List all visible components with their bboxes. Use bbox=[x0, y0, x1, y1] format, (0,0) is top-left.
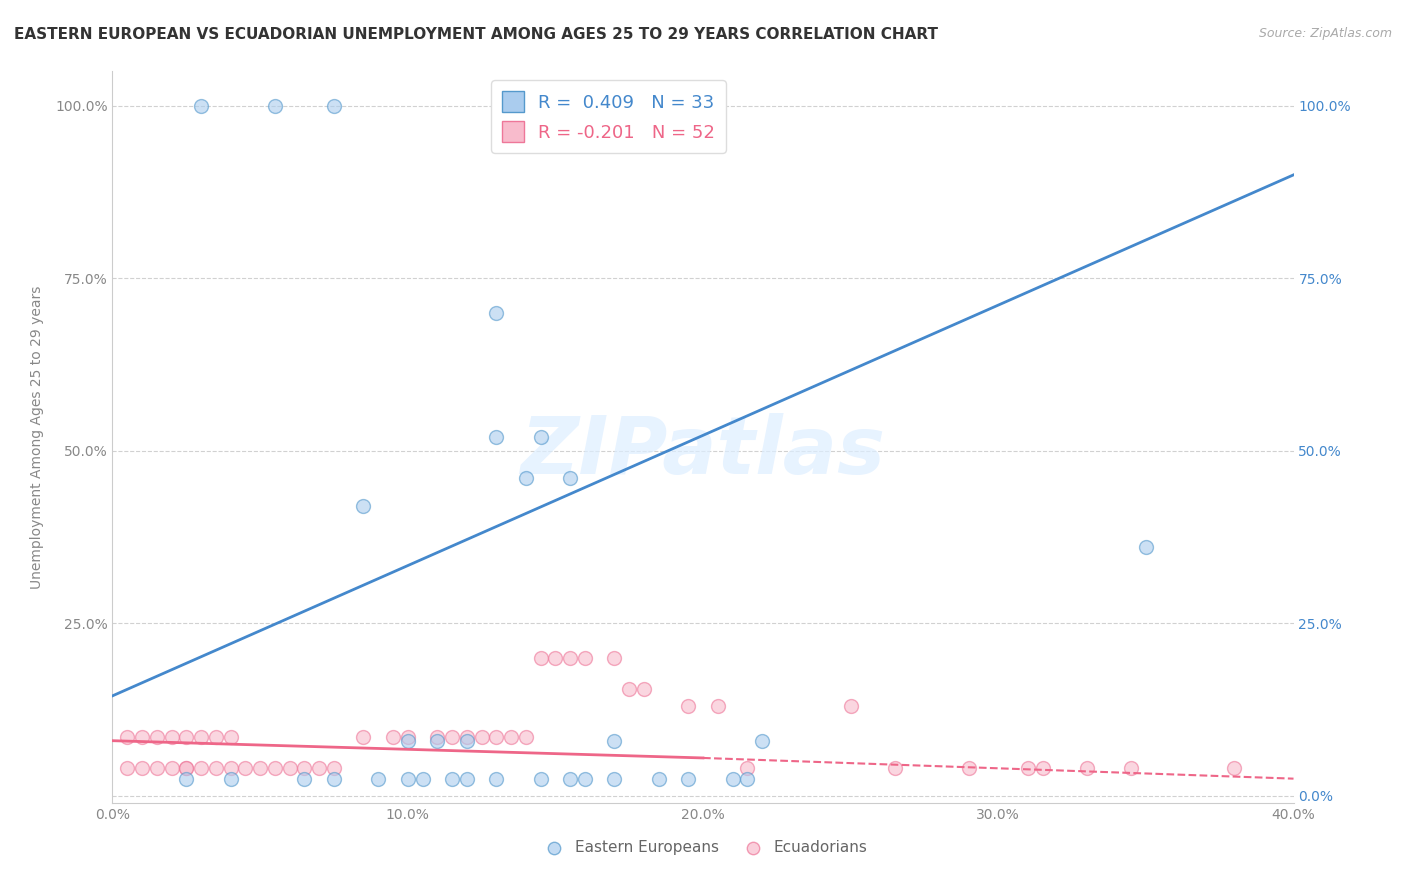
Point bbox=[396, 772, 419, 786]
Point bbox=[190, 761, 212, 775]
Point bbox=[544, 651, 567, 665]
Point bbox=[574, 651, 596, 665]
Point bbox=[117, 761, 138, 775]
Point bbox=[117, 731, 138, 745]
Point bbox=[1119, 761, 1142, 775]
Point bbox=[292, 761, 315, 775]
Point bbox=[131, 731, 153, 745]
Point bbox=[146, 731, 169, 745]
Point bbox=[470, 731, 494, 745]
Text: ZIPatlas: ZIPatlas bbox=[520, 413, 886, 491]
Point bbox=[219, 772, 242, 786]
Point bbox=[411, 772, 433, 786]
Point bbox=[323, 99, 346, 113]
Point bbox=[160, 731, 183, 745]
Point bbox=[678, 772, 700, 786]
Point bbox=[839, 699, 862, 714]
Point bbox=[190, 99, 212, 113]
Point bbox=[264, 761, 287, 775]
Point bbox=[382, 731, 405, 745]
Point bbox=[647, 772, 671, 786]
Point bbox=[558, 651, 582, 665]
Point bbox=[1223, 761, 1246, 775]
Point bbox=[426, 733, 449, 747]
Point bbox=[737, 772, 759, 786]
Point bbox=[574, 772, 596, 786]
Point bbox=[515, 731, 537, 745]
Point bbox=[160, 761, 183, 775]
Point bbox=[633, 681, 655, 696]
Point bbox=[308, 761, 330, 775]
Point bbox=[529, 430, 551, 444]
Point bbox=[367, 772, 389, 786]
Point bbox=[249, 761, 271, 775]
Point bbox=[501, 731, 523, 745]
Point bbox=[751, 733, 773, 747]
Point bbox=[485, 430, 508, 444]
Point bbox=[205, 731, 228, 745]
Point bbox=[737, 761, 759, 775]
Point bbox=[1032, 761, 1054, 775]
Point bbox=[456, 733, 478, 747]
Point bbox=[323, 772, 346, 786]
Point bbox=[721, 772, 744, 786]
Point bbox=[174, 761, 197, 775]
Point bbox=[1076, 761, 1098, 775]
Legend: Eastern Europeans, Ecuadorians: Eastern Europeans, Ecuadorians bbox=[531, 834, 875, 861]
Point bbox=[441, 731, 464, 745]
Point bbox=[174, 761, 197, 775]
Y-axis label: Unemployment Among Ages 25 to 29 years: Unemployment Among Ages 25 to 29 years bbox=[30, 285, 44, 589]
Point bbox=[485, 731, 508, 745]
Point bbox=[1135, 541, 1157, 555]
Point bbox=[678, 699, 700, 714]
Point bbox=[264, 99, 287, 113]
Point bbox=[706, 699, 728, 714]
Point bbox=[884, 761, 907, 775]
Point bbox=[558, 471, 582, 485]
Point bbox=[219, 731, 242, 745]
Point bbox=[529, 772, 551, 786]
Point bbox=[323, 761, 346, 775]
Point bbox=[146, 761, 169, 775]
Point bbox=[396, 733, 419, 747]
Point bbox=[619, 681, 641, 696]
Point bbox=[174, 772, 197, 786]
Point bbox=[603, 733, 626, 747]
Text: EASTERN EUROPEAN VS ECUADORIAN UNEMPLOYMENT AMONG AGES 25 TO 29 YEARS CORRELATIO: EASTERN EUROPEAN VS ECUADORIAN UNEMPLOYM… bbox=[14, 27, 938, 42]
Point bbox=[233, 761, 256, 775]
Point bbox=[529, 651, 551, 665]
Point bbox=[352, 731, 374, 745]
Point bbox=[603, 651, 626, 665]
Point bbox=[396, 731, 419, 745]
Point bbox=[292, 772, 315, 786]
Point bbox=[603, 772, 626, 786]
Point bbox=[190, 731, 212, 745]
Point bbox=[515, 471, 537, 485]
Text: Source: ZipAtlas.com: Source: ZipAtlas.com bbox=[1258, 27, 1392, 40]
Point bbox=[278, 761, 301, 775]
Point bbox=[174, 731, 197, 745]
Point bbox=[558, 772, 582, 786]
Point bbox=[485, 306, 508, 320]
Point bbox=[456, 772, 478, 786]
Point bbox=[205, 761, 228, 775]
Point bbox=[219, 761, 242, 775]
Point bbox=[957, 761, 980, 775]
Point bbox=[131, 761, 153, 775]
Point bbox=[441, 772, 464, 786]
Point bbox=[485, 772, 508, 786]
Point bbox=[426, 731, 449, 745]
Point bbox=[456, 731, 478, 745]
Point bbox=[1017, 761, 1039, 775]
Point bbox=[352, 499, 374, 513]
